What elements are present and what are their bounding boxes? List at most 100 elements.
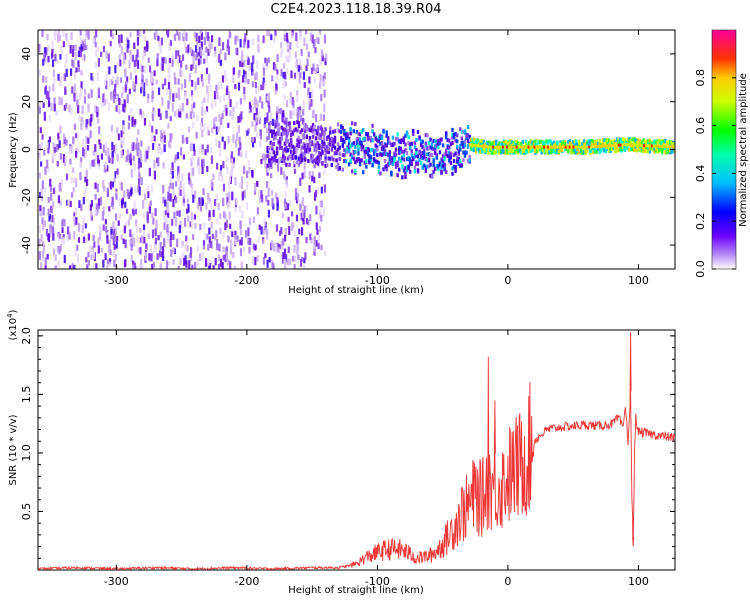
heatmap-cell: [474, 139, 478, 144]
heatmap-cell: [313, 76, 316, 84]
heatmap-cell: [223, 104, 226, 112]
heatmap-cell: [120, 45, 123, 55]
heatmap-cell: [267, 200, 270, 206]
heatmap-cell: [495, 150, 498, 155]
heatmap-cell: [112, 95, 116, 103]
heatmap-cell: [177, 265, 180, 269]
heatmap-core-cell: [654, 144, 657, 148]
heatmap-cell: [309, 32, 312, 42]
heatmap-cell: [465, 136, 468, 141]
heatmap-cell: [330, 162, 334, 167]
heatmap-cell: [285, 117, 288, 122]
heatmap-cell: [333, 135, 337, 140]
heatmap-cell: [377, 169, 381, 174]
heatmap-cell: [114, 171, 117, 179]
heatmap-cell: [380, 146, 384, 151]
heatmap-cell: [313, 131, 316, 136]
heatmap-cell: [122, 54, 126, 61]
heatmap-cell: [523, 150, 526, 155]
heatmap-cell: [183, 257, 186, 267]
heatmap-cell: [136, 236, 139, 244]
heatmap-cell: [446, 138, 449, 143]
heatmap-cell: [139, 177, 142, 184]
heatmap-cell: [302, 209, 305, 219]
heatmap-cell: [445, 151, 448, 156]
heatmap-cell: [510, 148, 514, 153]
heatmap-core-cell: [607, 144, 610, 148]
heatmap-cell: [454, 151, 457, 156]
heatmap-cell: [255, 180, 259, 187]
heatmap-core-cell: [594, 145, 597, 149]
heatmap-cell: [201, 166, 204, 175]
heatmap-core-cell: [578, 145, 581, 149]
heatmap-cell: [408, 142, 412, 147]
heatmap-cell: [408, 160, 412, 165]
heatmap-cell: [643, 141, 647, 146]
heatmap-cell: [301, 256, 304, 262]
heatmap-cell: [272, 157, 276, 162]
heatmap-cell: [323, 34, 327, 44]
heatmap-cell: [171, 162, 174, 171]
heatmap-cell: [82, 236, 86, 243]
heatmap-cell: [424, 156, 428, 161]
heatmap-cell: [213, 91, 217, 100]
heatmap-cell: [89, 118, 92, 127]
heatmap-cell: [307, 149, 310, 154]
heatmap-cell: [237, 147, 240, 156]
heatmap-cell: [394, 164, 398, 169]
heatmap-cell: [277, 131, 280, 136]
heatmap-cell: [293, 147, 296, 152]
heatmap-cell: [203, 97, 206, 103]
heatmap-cell: [77, 104, 80, 114]
heatmap-cell: [261, 101, 264, 109]
heatmap-core-cell: [549, 145, 552, 149]
heatmap-cell: [515, 143, 518, 148]
heatmap-cell: [310, 153, 313, 158]
heatmap-cell: [218, 53, 221, 63]
heatmap-cell: [380, 152, 384, 157]
heatmap-cell: [318, 145, 321, 150]
heatmap-cell: [229, 246, 233, 255]
heatmap-cell: [218, 149, 222, 157]
heatmap-cell: [133, 68, 137, 74]
heatmap-cell: [129, 32, 132, 38]
heatmap-cell: [267, 146, 271, 151]
heatmap-cell: [266, 163, 269, 168]
heatmap-cell: [354, 160, 357, 165]
heatmap-cell: [135, 225, 139, 233]
heatmap-cell: [448, 158, 451, 163]
heatmap-cell: [308, 139, 312, 144]
heatmap-cell: [371, 138, 374, 143]
heatmap-cell: [133, 163, 137, 171]
heatmap-cell: [111, 181, 115, 188]
heatmap-cell: [187, 126, 191, 133]
heatmap-cell: [85, 119, 88, 128]
heatmap-cell: [543, 148, 547, 153]
heatmap-cell: [82, 217, 85, 225]
heatmap-cell: [191, 104, 194, 114]
heatmap-cell: [449, 160, 453, 165]
heatmap-cell: [111, 150, 114, 158]
heatmap-cell: [324, 57, 327, 66]
heatmap-cell: [59, 244, 63, 252]
heatmap-cell: [143, 35, 146, 42]
heatmap-cell: [93, 159, 96, 167]
heatmap-cell: [129, 240, 132, 246]
heatmap-cell: [73, 83, 77, 92]
heatmap-cell: [67, 199, 70, 208]
heatmap-cell: [42, 58, 45, 66]
heatmap-cell: [445, 135, 448, 140]
heatmap-cell: [72, 167, 75, 173]
heatmap-cell: [270, 173, 273, 179]
heatmap-cell: [346, 149, 349, 154]
heatmap-cell: [404, 148, 407, 153]
heatmap-cell: [275, 84, 278, 92]
heatmap-core-cell: [588, 145, 591, 149]
heatmap-cell: [266, 95, 269, 101]
heatmap-cell: [363, 149, 366, 154]
heatmap-cell: [168, 73, 171, 83]
heatmap-cell: [275, 243, 278, 253]
heatmap-cell: [648, 138, 652, 143]
heatmap-cell: [94, 104, 97, 113]
heatmap-cell: [67, 226, 70, 236]
